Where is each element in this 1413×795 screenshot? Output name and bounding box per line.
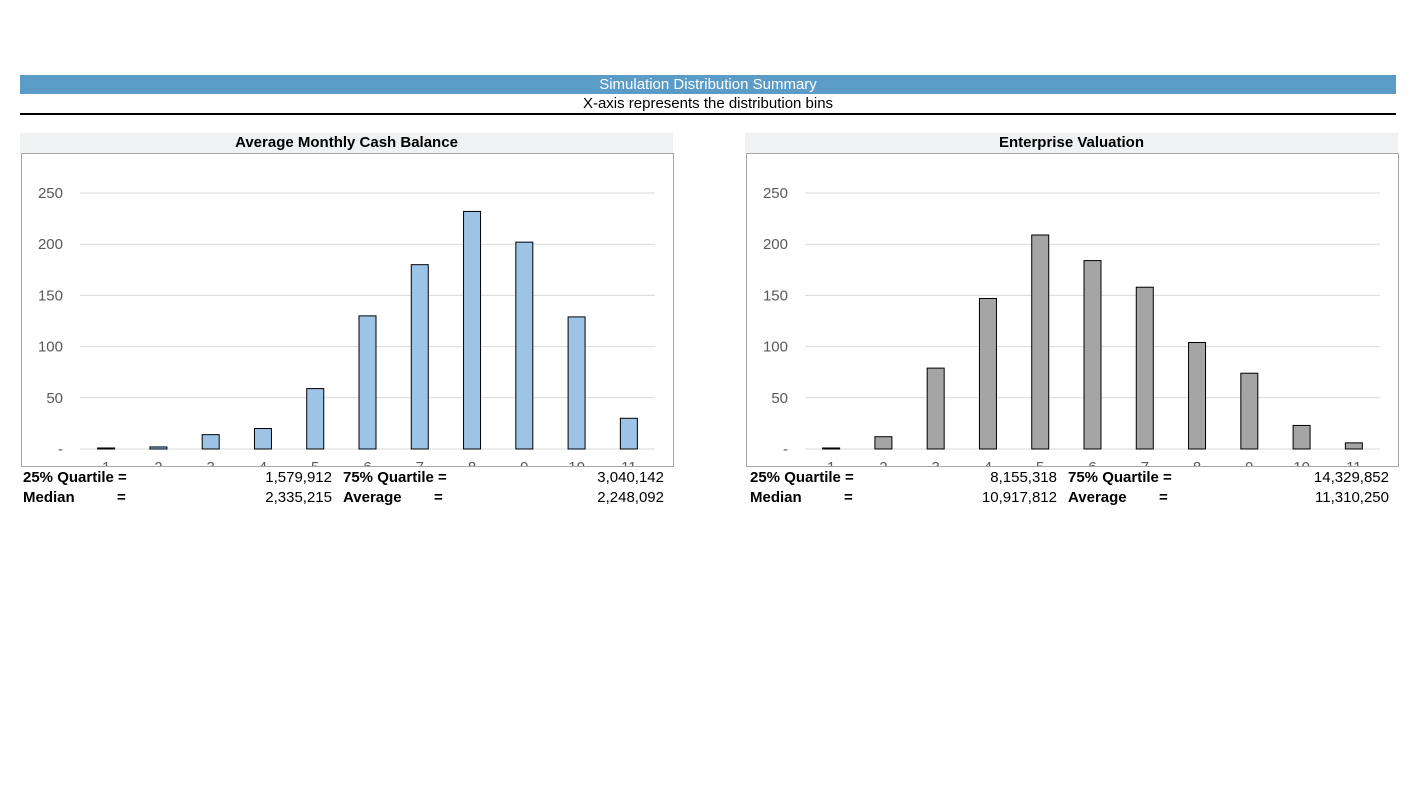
chart-area: - 50 100 150 200 250 1 2 3 4 5 6 7 8 9 10 11 <box>746 153 1399 467</box>
average-equals: = <box>1159 489 1168 506</box>
x-tick-label: 8 <box>468 459 476 466</box>
bar <box>1083 260 1102 450</box>
y-tick-label: 150 <box>38 287 63 304</box>
bar <box>149 446 168 450</box>
q75-label: 75% Quartile = <box>1068 469 1172 486</box>
bar <box>1240 372 1259 450</box>
x-tick-label: 4 <box>259 459 267 466</box>
bar-chart-cash-balance: - 50 100 150 200 250 1 2 3 4 5 6 7 8 9 10 11 <box>38 185 655 466</box>
bar <box>978 297 997 450</box>
bar <box>1188 342 1207 450</box>
x-tick-label: 11 <box>1346 459 1362 466</box>
y-tick-label: 100 <box>763 339 788 356</box>
x-tick-label: 8 <box>1193 459 1201 466</box>
x-tick-label: 7 <box>416 459 424 466</box>
bar <box>358 315 377 450</box>
x-tick-label: 4 <box>984 459 992 466</box>
median-equals: = <box>117 489 126 506</box>
y-tick-label: 50 <box>46 390 63 407</box>
x-tick-label: 11 <box>621 459 637 466</box>
bar <box>97 447 116 450</box>
bar <box>822 447 841 450</box>
x-tick-label: 1 <box>827 459 835 466</box>
summary-banner: Simulation Distribution Summary <box>20 75 1396 94</box>
x-tick-label: 1 <box>102 459 110 466</box>
bar-chart-enterprise-valuation: - 50 100 150 200 250 1 2 3 4 5 6 7 8 9 10 11 <box>763 185 1380 466</box>
bar <box>1292 424 1311 450</box>
q75-value: 14,329,852 <box>1313 469 1389 486</box>
bar <box>410 264 429 450</box>
average-value: 11,310,250 <box>1315 489 1389 506</box>
q25-label: 25% Quartile = <box>750 469 854 486</box>
y-tick-label: 150 <box>763 287 788 304</box>
bar <box>253 428 272 450</box>
x-tick-label: 3 <box>932 459 940 466</box>
average-value: 2,248,092 <box>597 489 664 506</box>
bar <box>1344 442 1363 450</box>
average-equals: = <box>434 489 443 506</box>
y-tick-label: 100 <box>38 339 63 356</box>
q75-label: 75% Quartile = <box>343 469 447 486</box>
bar <box>926 367 945 450</box>
bar <box>463 210 482 450</box>
chart-panel-enterprise-valuation: Enterprise Valuation - 50 100 150 200 250 1 2 3 4… <box>745 133 1399 511</box>
median-label: Median <box>750 489 802 506</box>
x-tick-label: 5 <box>311 459 319 466</box>
x-tick-label: 9 <box>1245 459 1253 466</box>
bar <box>306 388 325 450</box>
median-label: Median <box>23 489 75 506</box>
bar <box>1135 286 1154 450</box>
stats-block: 25% Quartile = 1,579,912 75% Quartile = … <box>20 467 673 511</box>
x-tick-label: 5 <box>1036 459 1044 466</box>
stats-block: 25% Quartile = 8,155,318 75% Quartile = … <box>745 467 1398 511</box>
x-tick-label: 10 <box>1293 459 1310 466</box>
x-tick-label: 3 <box>207 459 215 466</box>
x-tick-label: 9 <box>520 459 528 466</box>
average-label: Average <box>343 489 402 506</box>
x-tick-label: 7 <box>1141 459 1149 466</box>
chart-title: Enterprise Valuation <box>745 133 1398 153</box>
average-label: Average <box>1068 489 1127 506</box>
x-tick-label: 10 <box>568 459 585 466</box>
y-tick-label: 50 <box>771 390 788 407</box>
chart-panel-cash-balance: Average Monthly Cash Balance - 50 100 150 20… <box>20 133 674 511</box>
q25-value: 8,155,318 <box>990 469 1057 486</box>
y-tick-label: - <box>783 441 788 458</box>
x-tick-label: 6 <box>363 459 371 466</box>
median-equals: = <box>844 489 853 506</box>
x-tick-label: 6 <box>1088 459 1096 466</box>
median-value: 2,335,215 <box>265 489 332 506</box>
bar <box>201 434 220 450</box>
bar <box>874 436 893 450</box>
median-value: 10,917,812 <box>981 489 1057 506</box>
chart-title: Average Monthly Cash Balance <box>20 133 673 153</box>
y-tick-label: 200 <box>38 236 63 253</box>
y-tick-label: 200 <box>763 236 788 253</box>
q25-label: 25% Quartile = <box>23 469 127 486</box>
bar <box>515 241 534 450</box>
x-tick-label: 2 <box>154 459 162 466</box>
y-tick-label: 250 <box>38 185 63 202</box>
q75-value: 3,040,142 <box>597 469 664 486</box>
summary-subtitle: X-axis represents the distribution bins <box>20 94 1396 115</box>
chart-area: - 50 100 150 200 250 1 2 3 4 5 6 7 8 9 10 11 <box>21 153 674 467</box>
x-tick-label: 2 <box>879 459 887 466</box>
y-tick-label: - <box>58 441 63 458</box>
y-tick-label: 250 <box>763 185 788 202</box>
q25-value: 1,579,912 <box>265 469 332 486</box>
bar <box>1031 234 1050 450</box>
bar <box>567 316 586 450</box>
bar <box>619 417 638 450</box>
